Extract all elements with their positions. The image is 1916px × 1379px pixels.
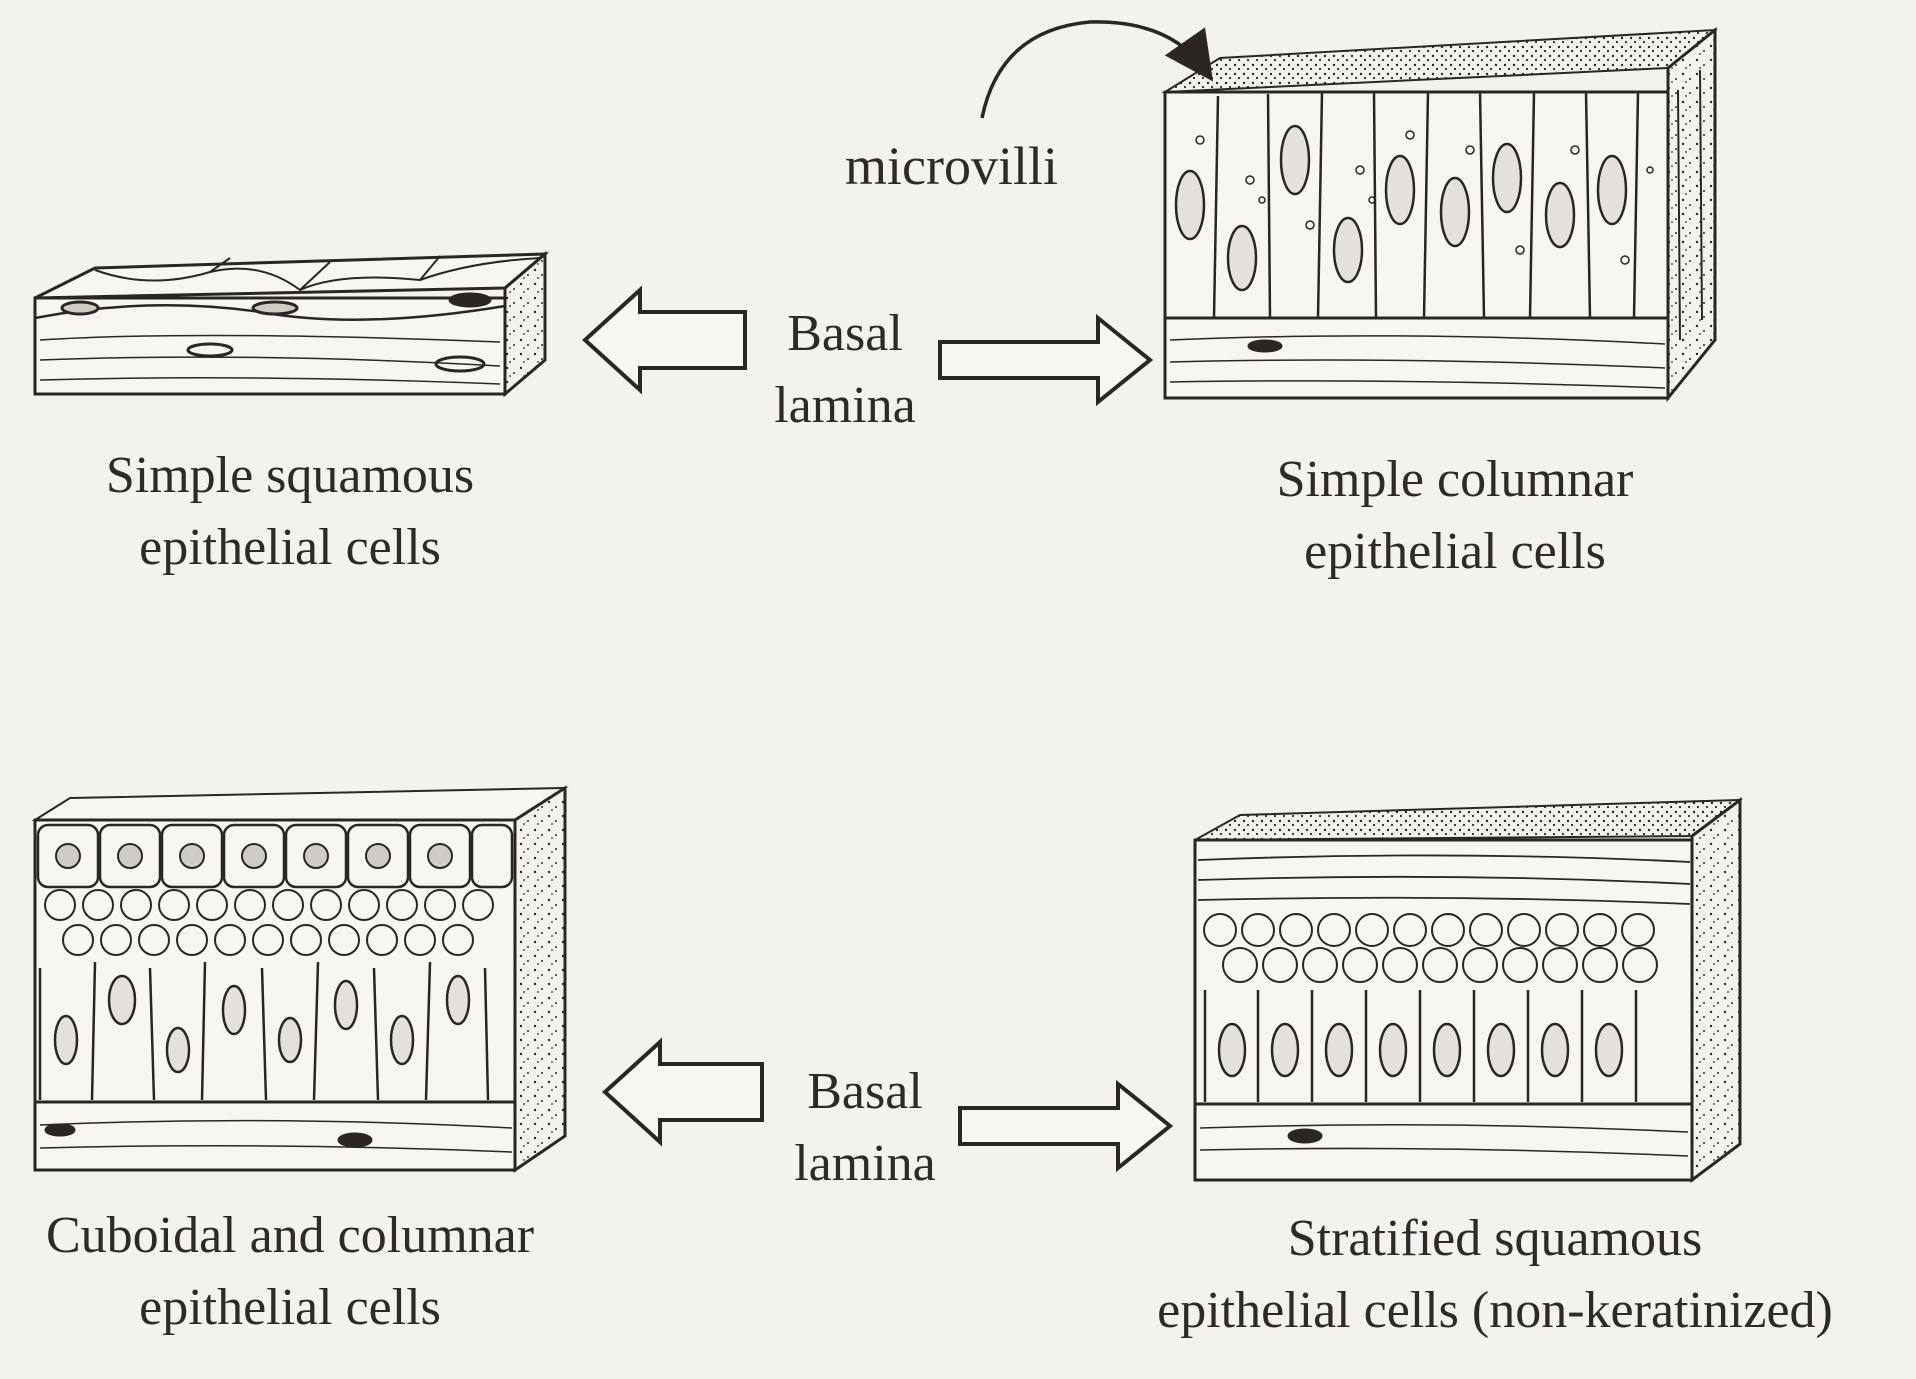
stratified-squamous-block — [1193, 797, 1744, 1183]
microvilli-pointer-arrow — [980, 20, 1214, 119]
caption-simple-columnar: Simple columnar epithelial cells — [1276, 451, 1634, 580]
arrow-to-simple-columnar — [938, 313, 1154, 407]
caption-stratified-squamous: Stratified squamous epithelial cells (no… — [1157, 1210, 1833, 1339]
simple-columnar-block — [1161, 26, 1719, 403]
caption-cuboidal-columnar: Cuboidal and columnar epithelial cells — [45, 1207, 535, 1336]
caption-simple-squamous: Simple squamous epithelial cells — [105, 447, 475, 576]
arrow-to-cuboidal-columnar — [602, 1037, 764, 1147]
simple-squamous-block — [33, 250, 550, 398]
arrow-to-simple-squamous — [582, 285, 747, 395]
basal-lamina-label-top: Basal lamina — [774, 305, 916, 434]
arrow-to-stratified-squamous — [958, 1079, 1174, 1173]
microvilli-label: microvilli — [845, 136, 1058, 196]
cuboidal-columnar-block — [31, 785, 569, 1173]
basal-lamina-label-bottom: Basal lamina — [794, 1063, 936, 1192]
